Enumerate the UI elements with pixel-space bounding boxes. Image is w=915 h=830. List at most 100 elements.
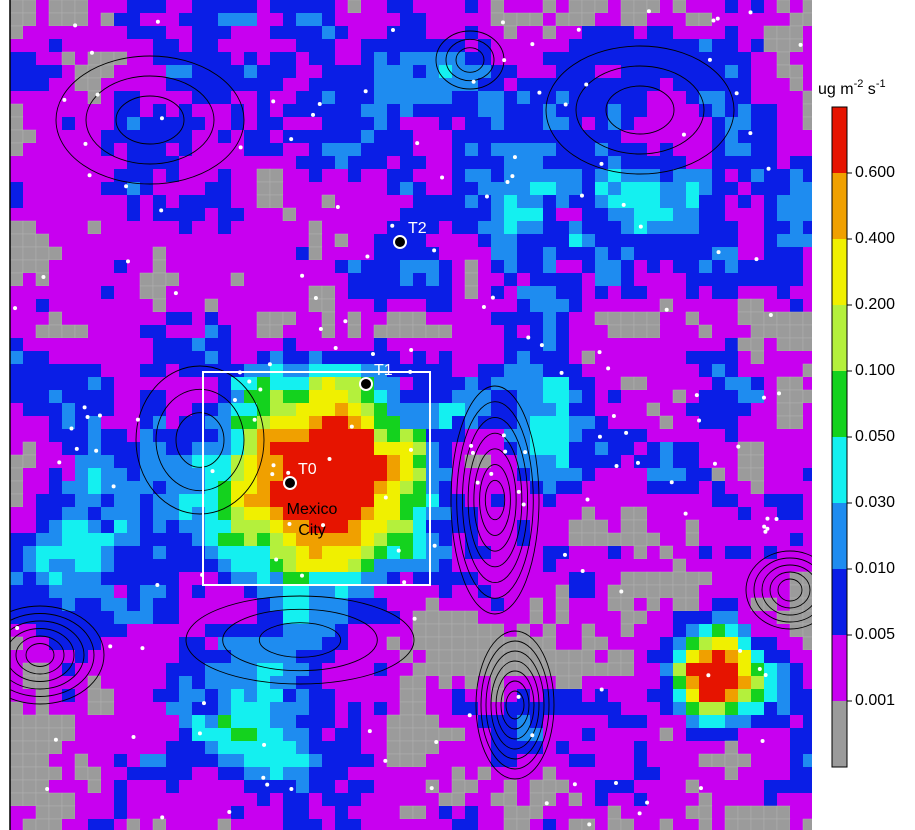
grid-cell (10, 351, 23, 364)
grid-cell (10, 259, 24, 274)
grid-cell (737, 298, 752, 313)
grid-cell (101, 91, 114, 104)
grid-cell (530, 507, 543, 520)
grid-cell (335, 819, 348, 830)
grid-cell (114, 39, 127, 52)
grid-cell (530, 0, 543, 13)
grid-cell (322, 715, 335, 728)
grid-cell (478, 221, 491, 234)
grid-cell (750, 467, 765, 482)
grid-cell (335, 299, 348, 312)
grid-cell (192, 455, 205, 468)
grid-cell (127, 624, 140, 637)
grid-cell (517, 156, 530, 169)
grid-cell (412, 311, 427, 326)
grid-cell (426, 702, 439, 715)
grid-cell (322, 728, 335, 741)
grid-cell (750, 805, 765, 820)
grid-cell (803, 806, 812, 819)
grid-cell (75, 533, 88, 546)
grid-cell (10, 78, 23, 91)
grid-cell (751, 429, 764, 442)
grid-cell (595, 91, 608, 104)
white-dot (512, 155, 517, 160)
grid-cell (140, 390, 153, 403)
grid-cell (789, 64, 804, 79)
grid-cell (270, 715, 283, 728)
grid-cell (387, 390, 400, 403)
grid-cell (764, 416, 777, 429)
grid-cell (478, 390, 491, 403)
grid-cell (49, 624, 62, 637)
grid-cell (153, 468, 166, 481)
grid-cell (361, 234, 374, 247)
grid-cell (543, 13, 556, 26)
grid-cell (413, 494, 426, 507)
white-dot (768, 313, 773, 318)
grid-cell (802, 610, 812, 625)
white-dot (762, 524, 767, 529)
grid-cell (725, 143, 738, 156)
grid-cell (309, 130, 322, 143)
grid-cell (10, 312, 23, 325)
grid-cell (595, 234, 608, 247)
grid-cell (503, 818, 518, 830)
grid-cell (764, 117, 777, 130)
grid-cell (361, 338, 374, 351)
grid-cell (698, 571, 713, 586)
grid-cell (530, 377, 543, 390)
grid-cell (296, 299, 309, 312)
grid-cell (218, 52, 231, 65)
grid-cell (218, 429, 231, 442)
grid-cell (88, 585, 101, 598)
grid-cell (569, 299, 582, 312)
grid-cell (426, 806, 439, 819)
grid-cell (88, 364, 101, 377)
grid-cell (686, 91, 699, 104)
grid-cell (101, 572, 114, 585)
white-dot (501, 433, 506, 438)
grid-cell (205, 208, 218, 221)
white-dot (409, 348, 414, 353)
grid-cell (231, 533, 244, 546)
grid-cell (140, 663, 153, 676)
grid-cell (712, 208, 725, 221)
grid-cell (608, 377, 621, 390)
grid-cell (790, 663, 803, 676)
grid-cell (439, 598, 452, 611)
grid-cell (400, 559, 413, 572)
white-dot (516, 489, 521, 494)
grid-cell (764, 65, 777, 78)
grid-cell (413, 455, 426, 468)
grid-cell (750, 454, 765, 469)
grid-cell (686, 182, 699, 195)
grid-cell (647, 52, 660, 65)
grid-cell (192, 702, 205, 715)
grid-cell (387, 494, 400, 507)
white-dot (503, 449, 508, 454)
grid-cell (10, 429, 23, 442)
grid-cell (296, 195, 309, 208)
grid-cell (296, 624, 309, 637)
grid-cell (127, 650, 140, 663)
grid-cell (218, 455, 231, 468)
grid-cell (634, 767, 647, 780)
grid-cell (725, 286, 738, 299)
grid-cell (205, 195, 218, 208)
grid-cell (179, 598, 192, 611)
grid-cell (361, 559, 374, 572)
grid-cell (803, 468, 812, 481)
grid-cell (179, 780, 192, 793)
grid-cell (283, 104, 296, 117)
grid-cell (347, 311, 362, 326)
grid-cell (439, 39, 452, 52)
grid-cell (478, 403, 491, 416)
grid-cell (387, 52, 400, 65)
grid-cell (322, 351, 335, 364)
grid-cell (751, 767, 764, 780)
grid-cell (257, 156, 270, 169)
grid-cell (166, 793, 179, 806)
grid-cell (270, 598, 283, 611)
grid-cell (582, 611, 595, 624)
grid-cell (374, 715, 387, 728)
